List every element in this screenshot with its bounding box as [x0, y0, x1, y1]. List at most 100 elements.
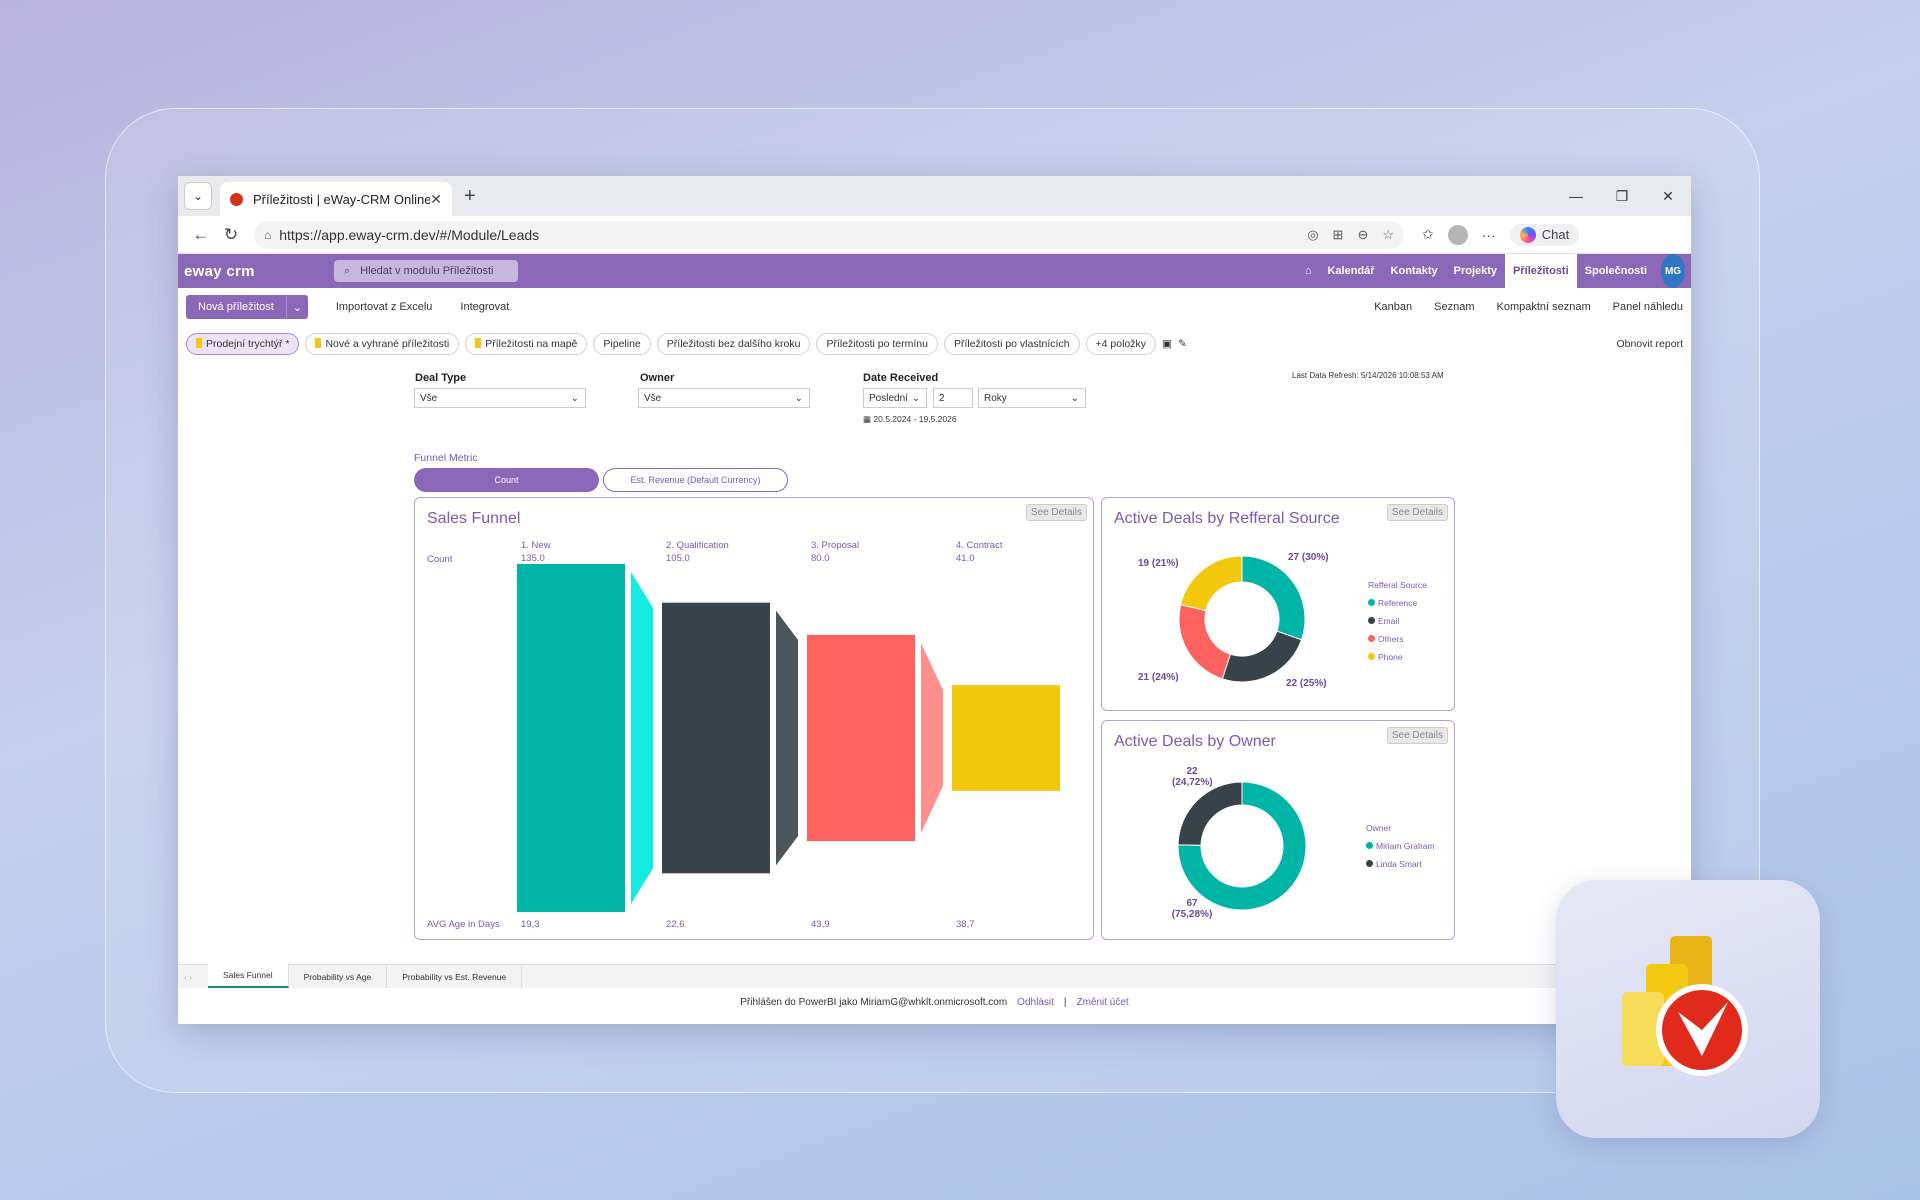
funnel-stage-name: 3. Proposal — [811, 540, 860, 551]
list-button[interactable]: Seznam — [1434, 301, 1475, 313]
refresh-report-button[interactable]: Obnovit report — [1616, 338, 1683, 350]
legend-item-reference[interactable]: Reference — [1368, 594, 1427, 612]
copilot-chat-button[interactable]: Chat — [1509, 223, 1580, 246]
copilot-icon — [1519, 226, 1536, 243]
page-tab-probability-revenue[interactable]: Probability vs Est. Revenue — [387, 966, 523, 988]
view-map[interactable]: Příležitosti na mapě — [465, 333, 588, 355]
tab-title: Příležitosti | eWay-CRM Online — [253, 191, 431, 207]
back-icon[interactable]: ← — [192, 224, 210, 244]
nav-calendar[interactable]: Kalendář — [1327, 265, 1375, 277]
apps-icon[interactable]: ⊞ — [1332, 226, 1344, 242]
deal-type-select[interactable]: Vše ⌄ — [414, 388, 586, 408]
new-dropdown-chevron-icon[interactable]: ⌄ — [285, 295, 308, 319]
minimize-icon[interactable]: — — [1569, 188, 1583, 204]
close-tab-icon[interactable]: ✕ — [430, 190, 442, 207]
legend-item-linda[interactable]: Linda Smart — [1366, 855, 1435, 873]
referral-donut — [1178, 555, 1306, 683]
funnel-stage-age: 22,6 — [666, 919, 685, 930]
page-nav-arrows-icon[interactable]: ‹ › — [184, 971, 193, 982]
eway-logo[interactable]: eway crm — [184, 262, 255, 280]
preview-panel-button[interactable]: Panel náhledu — [1612, 301, 1683, 313]
kanban-button[interactable]: Kanban — [1374, 301, 1413, 313]
legend-item-email[interactable]: Email — [1368, 612, 1427, 630]
tab-list-chevron-icon[interactable]: ⌄ — [184, 182, 212, 210]
see-details-button[interactable]: See Details — [1386, 727, 1448, 744]
date-unit-select[interactable]: Roky ⌄ — [978, 388, 1086, 408]
browser-tab[interactable]: Příležitosti | eWay-CRM Online ✕ — [220, 182, 452, 216]
nav-contacts[interactable]: Kontakty — [1390, 265, 1438, 277]
nav-projects[interactable]: Projekty — [1453, 265, 1498, 277]
legend-title: Owner — [1366, 823, 1392, 833]
site-info-icon[interactable]: ⌂ — [264, 227, 272, 242]
reload-icon[interactable]: ↻ — [223, 224, 239, 244]
page-tab-sales-funnel[interactable]: Sales Funnel — [208, 964, 289, 988]
funnel-connector — [921, 642, 943, 834]
window-controls: — ❐ ✕ — [1553, 176, 1691, 216]
eway-favicon-icon — [230, 192, 243, 206]
zoom-icon[interactable]: ⊖ — [1357, 226, 1369, 242]
referral-card: Active Deals by Refferal Source See Deta… — [1101, 497, 1455, 711]
see-details-button[interactable]: See Details — [1386, 504, 1448, 521]
more-icon[interactable]: ··· — [1481, 226, 1496, 243]
date-mode-select[interactable]: Poslední ⌄ — [863, 388, 927, 408]
url-text: https://app.eway-crm.dev/#/Module/Leads — [279, 226, 540, 243]
edit-icon[interactable]: ✎ — [1177, 338, 1187, 350]
compact-list-button[interactable]: Kompaktní seznam — [1496, 301, 1591, 313]
page-tab-probability-age[interactable]: Probability vs Age — [289, 966, 388, 988]
view-pipeline[interactable]: Pipeline — [593, 333, 651, 355]
legend-item-phone[interactable]: Phone — [1368, 648, 1427, 666]
new-tab-icon[interactable]: + — [464, 184, 476, 207]
owner-label-miriam: 67 (75,28%) — [1170, 898, 1214, 920]
module-search-input[interactable]: ⌕ Hledat v modulu Příležitosti — [334, 260, 518, 282]
chevron-down-icon: ⌄ — [911, 392, 920, 404]
funnel-stage-age: 38,7 — [956, 919, 975, 930]
nav-companies[interactable]: Společnosti — [1584, 265, 1647, 277]
location-icon[interactable]: ◎ — [1307, 226, 1319, 242]
funnel-stage-name: 4. Contract — [956, 540, 1003, 551]
view-new-won[interactable]: Nové a vyhrané příležitosti — [305, 333, 460, 355]
funnel-connector — [631, 572, 653, 904]
date-count-input[interactable]: 2 — [933, 388, 973, 408]
logout-link[interactable]: Odhlásit — [1017, 996, 1054, 1008]
view-more[interactable]: +4 položky — [1085, 333, 1157, 355]
import-excel-button[interactable]: Importovat z Excelu — [335, 301, 433, 313]
view-sales-funnel[interactable]: Prodejní trychtýř * — [186, 333, 300, 355]
funnel-stage-name: 2. Qualification — [666, 540, 729, 551]
view-overdue[interactable]: Příležitosti po termínu — [816, 333, 938, 355]
metric-revenue-button[interactable]: Est. Revenue (Default Currency) — [603, 468, 788, 492]
view-by-owner[interactable]: Příležitosti po vlastnících — [943, 333, 1080, 355]
profile-icon[interactable] — [1447, 224, 1468, 245]
referral-label-email: 22 (25%) — [1286, 678, 1327, 689]
see-details-button[interactable]: See Details — [1025, 504, 1087, 521]
url-field[interactable]: ⌂ https://app.eway-crm.dev/#/Module/Lead… — [254, 220, 1404, 249]
change-account-link[interactable]: Změnit účet — [1076, 996, 1129, 1008]
close-window-icon[interactable]: ✕ — [1662, 187, 1674, 204]
chevron-down-icon: ⌄ — [1070, 392, 1079, 404]
favorites-icon[interactable]: ✩ — [1422, 226, 1434, 242]
view-label: Prodejní trychtýř * — [206, 338, 290, 350]
donut-slice — [1241, 555, 1306, 641]
legend-swatch — [1366, 860, 1373, 867]
owner-select[interactable]: Vše ⌄ — [638, 388, 810, 408]
restore-icon[interactable]: ❐ — [1615, 187, 1629, 204]
footer-divider: | — [1063, 996, 1067, 1008]
chevron-down-icon: ⌄ — [794, 392, 803, 404]
calendar-icon: ▦ — [863, 414, 874, 424]
home-icon[interactable]: ⌂ — [1304, 265, 1312, 277]
integrate-button[interactable]: Integrovat — [460, 301, 510, 313]
favorite-star-icon[interactable]: ☆ — [1382, 226, 1394, 242]
date-range[interactable]: ▦ 20.5.2024 - 19.5.2026 — [863, 414, 957, 425]
view-no-next-step[interactable]: Příležitosti bez dalšího kroku — [656, 333, 811, 355]
user-avatar[interactable]: MG — [1661, 254, 1685, 288]
powerbi-icon — [196, 338, 202, 348]
legend-swatch — [1368, 653, 1375, 660]
legend-item-others[interactable]: Others — [1368, 630, 1427, 648]
count-row-label: Count — [427, 554, 453, 565]
date-unit-value: Roky — [984, 392, 1007, 404]
legend-item-miriam[interactable]: Miriam Graham — [1366, 837, 1435, 855]
save-icon[interactable]: ▣ — [1162, 338, 1172, 350]
owner-label: Owner — [640, 372, 675, 384]
metric-count-button[interactable]: Count — [414, 468, 599, 492]
new-opportunity-button[interactable]: Nová příležitost — [186, 295, 286, 319]
nav-opportunities[interactable]: Příležitosti — [1505, 254, 1577, 288]
